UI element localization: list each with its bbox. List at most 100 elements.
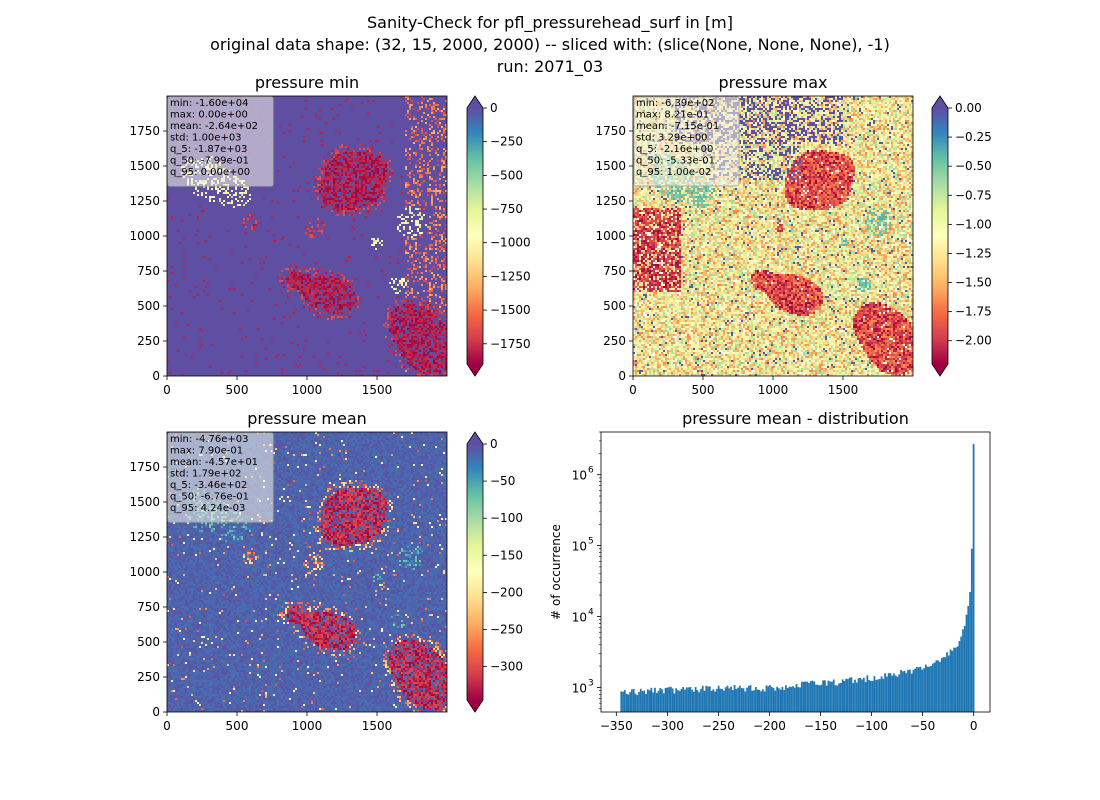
histogram-bar <box>673 693 676 712</box>
histogram-bar <box>712 689 715 712</box>
histogram-bar <box>646 689 649 712</box>
y-tick-label: 10 <box>572 681 587 695</box>
histogram-bar <box>731 690 734 712</box>
histogram-bar <box>847 679 849 712</box>
histogram-bar <box>650 687 653 712</box>
histogram-bar <box>754 686 757 712</box>
histogram-bar <box>696 690 699 712</box>
histogram-bar <box>638 691 640 712</box>
histogram-bar <box>868 680 871 712</box>
histogram-bar <box>910 673 913 712</box>
histogram-bar <box>800 681 803 712</box>
colorbar-tick-label: −150 <box>490 548 523 562</box>
y-tick-label: 0 <box>152 369 160 383</box>
histogram-bar <box>926 666 929 712</box>
histogram-bar <box>896 676 899 712</box>
panel-title: pressure mean <box>247 409 367 428</box>
axes-frame <box>600 431 991 713</box>
histogram-bar <box>716 688 718 712</box>
stats-line: q_5: -1.87e+03 <box>170 144 247 155</box>
histogram-bar <box>747 685 750 712</box>
colorbar: 0 −250 −500 −750 −1000 −1250 −1500 −1750 <box>466 95 531 377</box>
histogram-bar <box>866 675 869 712</box>
x-tick-label: −350 <box>600 719 633 733</box>
histogram-bar <box>701 685 704 712</box>
histogram-bar <box>877 679 879 712</box>
histogram-bar <box>864 682 867 712</box>
histogram-bar <box>753 690 755 712</box>
colorbar-tick-label: −100 <box>490 511 523 525</box>
histogram-bar <box>726 685 729 712</box>
stats-box-background <box>633 96 740 187</box>
colorbar-tick-label: −250 <box>490 135 523 149</box>
histogram-bar <box>969 591 971 712</box>
histogram-bar <box>662 693 665 712</box>
histogram-bar <box>648 690 651 712</box>
histogram-bar <box>962 629 964 712</box>
y-tick-label: 1250 <box>595 194 626 208</box>
stats-box-background <box>167 432 274 523</box>
histogram-bar <box>622 691 624 712</box>
colorbar-tick-label: −1.75 <box>955 305 992 319</box>
colorbar-extend-min <box>467 364 483 376</box>
y-tick-label: 1250 <box>129 530 160 544</box>
histogram-bar <box>666 687 669 712</box>
histogram-bar <box>769 685 771 712</box>
y-tick-label: 1750 <box>595 124 626 138</box>
x-tick-label: −200 <box>753 719 786 733</box>
histogram-bar <box>946 652 948 712</box>
histogram-bar <box>721 688 724 712</box>
histogram-bar <box>797 687 800 712</box>
x-tick-label: 0 <box>163 383 171 397</box>
histogram-bar <box>914 668 917 712</box>
x-tick-label: 500 <box>226 719 249 733</box>
histogram-bar <box>634 693 637 712</box>
histogram-bar <box>657 690 660 712</box>
histogram-bar <box>692 691 695 712</box>
histogram-bar <box>643 690 646 712</box>
histogram-bar <box>965 614 968 712</box>
stats-line: q_95: 0.00e+00 <box>170 167 250 178</box>
x-tick-label: 0 <box>629 383 637 397</box>
colorbar-tick-label: −500 <box>490 168 523 182</box>
colorbar-extend-max <box>932 96 948 108</box>
histogram-bar <box>905 673 908 712</box>
colorbar-outline <box>466 431 484 713</box>
histogram-bar <box>740 688 743 712</box>
histogram-bar <box>802 681 805 712</box>
stats-line: std: 1.00e+03 <box>170 133 242 144</box>
colorbar-extend-max <box>467 96 483 108</box>
histogram-bar <box>708 686 711 712</box>
y-tick-label: 10 <box>572 611 587 625</box>
y-tick-exponent: 5 <box>588 537 594 547</box>
histogram-bar <box>921 669 924 712</box>
x-tick-label: 1500 <box>362 719 393 733</box>
histogram-bar <box>944 657 947 712</box>
histogram-bar <box>777 688 780 712</box>
histogram-bar <box>703 690 706 712</box>
histogram-bar <box>700 688 702 712</box>
histogram-bar <box>811 680 814 712</box>
y-axis-label: # of occurrence <box>549 524 563 620</box>
histogram-bar <box>728 688 731 712</box>
histogram-bar <box>912 670 915 712</box>
stats-line: q_5: -2.16e+00 <box>636 144 713 155</box>
x-tick-label: −150 <box>804 719 837 733</box>
histogram-bar <box>714 691 717 712</box>
histogram-bar <box>632 688 635 712</box>
histogram-bar <box>655 692 658 712</box>
histogram-bar <box>947 655 950 712</box>
histogram-bar <box>903 670 906 712</box>
histogram-bar <box>792 686 794 712</box>
y-tick-label: 10 <box>572 469 587 483</box>
y-tick-exponent: 3 <box>588 678 594 688</box>
stats-line: max: 8.21e-01 <box>636 110 709 121</box>
colorbar-tick-label: −1.50 <box>955 276 992 290</box>
stats-line: max: 7.90e-01 <box>170 446 243 457</box>
histogram-bar <box>684 689 686 712</box>
histogram-bar <box>889 673 892 712</box>
x-tick-label: 1000 <box>292 383 323 397</box>
histogram-bar <box>970 548 973 712</box>
stats-line: min: -4.76e+03 <box>170 434 249 445</box>
